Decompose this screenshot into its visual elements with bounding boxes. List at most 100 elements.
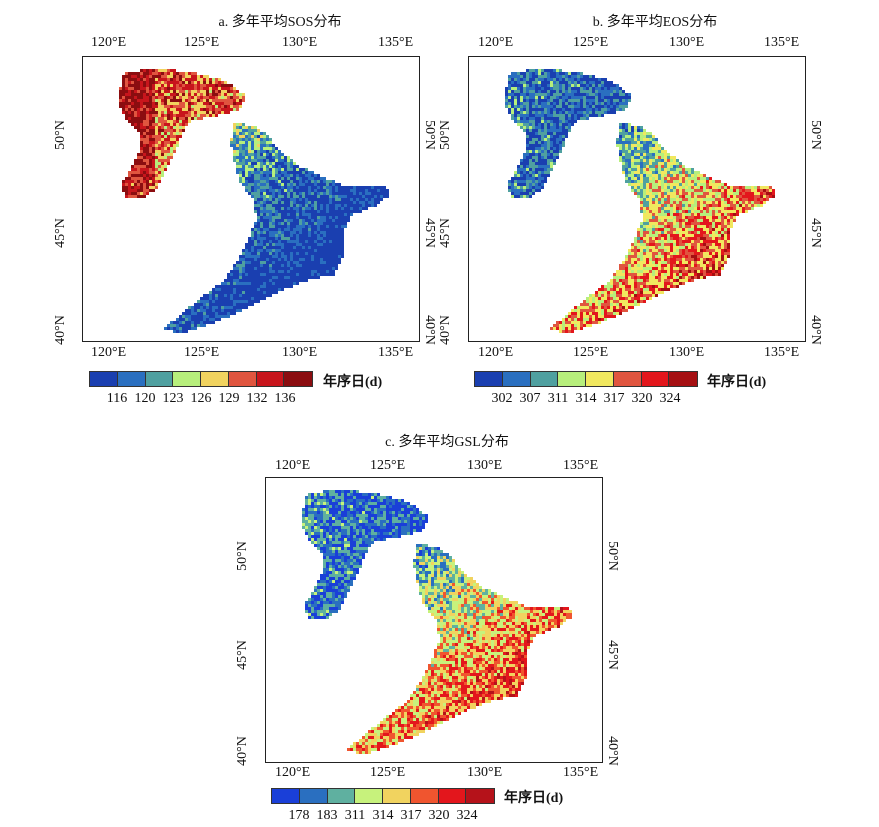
- map-cell: [281, 156, 284, 159]
- map-cell: [688, 198, 691, 201]
- map-cell: [700, 213, 703, 216]
- map-cell: [613, 105, 616, 108]
- map-cell: [610, 81, 613, 84]
- map-cell: [317, 261, 320, 264]
- map-cell: [583, 96, 586, 99]
- map-cell: [281, 273, 284, 276]
- map-cell: [326, 195, 329, 198]
- map-cell: [278, 270, 281, 273]
- map-cell: [233, 156, 236, 159]
- map-cell: [143, 171, 146, 174]
- map-cell: [709, 192, 712, 195]
- map-cell: [622, 150, 625, 153]
- map-cell: [649, 132, 652, 135]
- map-cell: [607, 108, 610, 111]
- map-cell: [326, 192, 329, 195]
- map-cell: [308, 207, 311, 210]
- map-cell: [158, 99, 161, 102]
- map-cell: [308, 267, 311, 270]
- map-cell: [523, 72, 526, 75]
- map-cell: [329, 267, 332, 270]
- map-cell: [221, 99, 224, 102]
- map-cell: [529, 126, 532, 129]
- map-cell: [263, 246, 266, 249]
- map-cell: [679, 219, 682, 222]
- map-cell: [652, 234, 655, 237]
- map-cell: [266, 285, 269, 288]
- map-cell: [323, 231, 326, 234]
- map-cell: [532, 84, 535, 87]
- map-cell: [242, 297, 245, 300]
- map-cell: [305, 240, 308, 243]
- map-cell: [568, 84, 571, 87]
- map-cell: [365, 195, 368, 198]
- map-cell: [634, 147, 637, 150]
- map-cell: [694, 222, 697, 225]
- map-cell: [215, 96, 218, 99]
- map-cell: [691, 222, 694, 225]
- map-cell: [266, 138, 269, 141]
- map-cell: [712, 240, 715, 243]
- map-cell: [263, 267, 266, 270]
- map-cell: [332, 264, 335, 267]
- map-cell: [251, 177, 254, 180]
- lon-label-bottom: 135°E: [378, 345, 414, 360]
- map-cell: [694, 201, 697, 204]
- map-cell: [574, 87, 577, 90]
- map-cell: [526, 114, 529, 117]
- map-cell: [601, 84, 604, 87]
- map-cell: [212, 312, 215, 315]
- map-cell: [263, 150, 266, 153]
- map-cell: [685, 177, 688, 180]
- map-cell: [658, 162, 661, 165]
- map-cell: [712, 252, 715, 255]
- map-cell: [248, 189, 251, 192]
- map-cell: [158, 129, 161, 132]
- map-cell: [143, 87, 146, 90]
- map-cell: [251, 237, 254, 240]
- map-cell: [514, 171, 517, 174]
- map-cell: [311, 174, 314, 177]
- map-cell: [562, 93, 565, 96]
- map-cell: [700, 192, 703, 195]
- map-cell: [185, 312, 188, 315]
- map-cell: [703, 177, 706, 180]
- map-cell: [302, 174, 305, 177]
- map-cell: [511, 90, 514, 93]
- map-cell: [380, 198, 383, 201]
- map-cell: [523, 159, 526, 162]
- panel-title: a. 多年平均SOS分布: [218, 15, 342, 30]
- map-cell: [257, 141, 260, 144]
- map-cell: [269, 237, 272, 240]
- map-cell: [275, 255, 278, 258]
- map-cell: [194, 315, 197, 318]
- map-cell: [275, 201, 278, 204]
- map-cell: [715, 243, 718, 246]
- map-cell: [173, 87, 176, 90]
- map-cell: [604, 93, 607, 96]
- map-cell: [257, 150, 260, 153]
- map-cell: [592, 108, 595, 111]
- map-cell: [541, 171, 544, 174]
- map-cell: [766, 198, 769, 201]
- map-cell: [637, 135, 640, 138]
- map-cell: [149, 135, 152, 138]
- map-cell: [278, 225, 281, 228]
- map-cell: [733, 198, 736, 201]
- map-cell: [691, 219, 694, 222]
- map-cell: [191, 93, 194, 96]
- map-cell: [505, 93, 508, 96]
- map-cell: [709, 198, 712, 201]
- map-cell: [239, 255, 242, 258]
- map-cell: [137, 168, 140, 171]
- map-cell: [517, 165, 520, 168]
- map-cell: [221, 285, 224, 288]
- map-cell: [131, 117, 134, 120]
- map-cell: [646, 135, 649, 138]
- map-cell: [152, 75, 155, 78]
- map-cell: [164, 102, 167, 105]
- map-cell: [275, 156, 278, 159]
- map-cell: [167, 147, 170, 150]
- map-cell: [326, 186, 329, 189]
- map-cell: [616, 144, 619, 147]
